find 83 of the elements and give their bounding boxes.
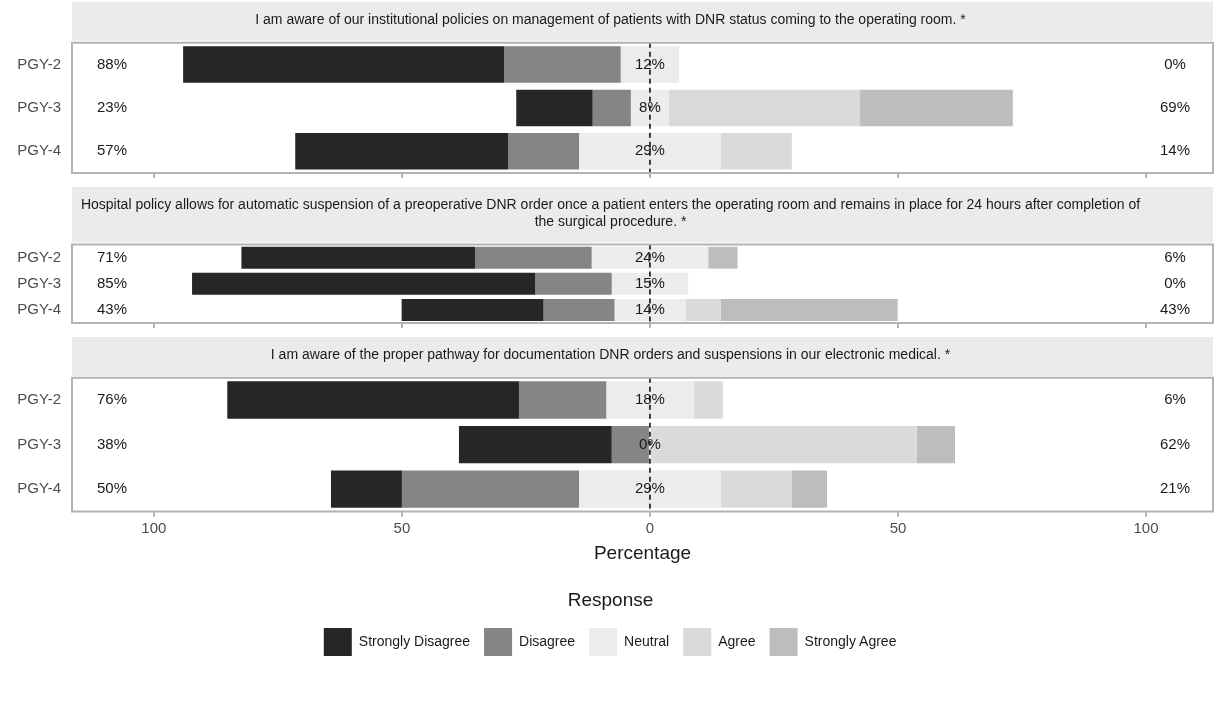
x-tick-label: 100 [1133, 518, 1159, 536]
x-tick-label: 50 [889, 518, 907, 536]
annotation: 69% [1159, 98, 1191, 116]
y-tick-label: PGY-4 [17, 479, 61, 497]
chart-title: Hospital policy allows for automatic suspension of a preoperative DNR order once a patient enters the operating room and remains in place for 24 hours after completion of the surgical procedure. * [80, 196, 1141, 230]
annotation: 21% [1159, 479, 1191, 497]
annotation: 18% [634, 390, 665, 408]
y-tick-label: PGY-2 [17, 54, 61, 72]
bar [708, 246, 738, 269]
chart-title: I am aware of our institutional policies on management of patients with DNR status coming to the operating room. * [255, 11, 967, 28]
bar [916, 425, 956, 464]
annotation: 6% [1164, 247, 1186, 265]
legend-label: Disagree [519, 632, 576, 649]
annotation: 23% [96, 98, 128, 116]
bar [669, 89, 861, 127]
y-tick-label: PGY-3 [17, 98, 61, 116]
y-tick-label: PGY-2 [17, 247, 61, 265]
x-axis-title: Percentage [593, 542, 692, 564]
annotation: 15% [634, 273, 665, 291]
bar [720, 133, 792, 170]
bar [720, 470, 792, 508]
annotation: 0% [1164, 54, 1186, 72]
bar [693, 381, 723, 419]
annotation: 14% [634, 300, 665, 318]
legend-label: Strongly Disagree [358, 632, 471, 649]
bar [860, 89, 1013, 127]
bar [543, 298, 615, 321]
bar [241, 246, 476, 269]
annotation: 71% [96, 247, 128, 265]
annotation: 43% [96, 300, 128, 318]
legend-title: Response [567, 588, 654, 610]
annotation: 88% [96, 54, 128, 72]
bar [592, 89, 631, 127]
y-tick-label: PGY-2 [17, 390, 61, 408]
bar [516, 89, 593, 127]
annotation: 62% [1159, 434, 1191, 452]
bar [295, 133, 509, 170]
annotation: 12% [634, 54, 665, 72]
bar [183, 46, 505, 83]
annotation: 50% [96, 479, 128, 497]
y-tick-label: PGY-3 [17, 434, 61, 452]
annotation: 24% [634, 247, 665, 265]
bar [401, 298, 544, 321]
bar [791, 470, 828, 508]
legend-label: Strongly Agree [804, 632, 897, 649]
bar [227, 381, 519, 419]
annotation: 29% [634, 141, 665, 159]
annotation: 57% [96, 141, 128, 159]
annotation: 14% [1159, 141, 1191, 159]
legend-label: Neutral [624, 632, 670, 649]
annotation: 43% [1159, 300, 1191, 318]
bar [475, 246, 592, 269]
annotation: 76% [96, 390, 128, 408]
bar [606, 381, 694, 419]
bar [518, 381, 607, 419]
annotation: 0% [639, 434, 661, 452]
x-tick-label: 50 [393, 518, 411, 536]
bar [579, 133, 721, 170]
annotation: 6% [1164, 390, 1186, 408]
annotation: 29% [634, 479, 665, 497]
annotation: 0% [1164, 273, 1186, 291]
bar [504, 46, 621, 83]
bar [591, 246, 709, 269]
y-tick-label: PGY-4 [17, 141, 61, 159]
bar [720, 298, 898, 321]
bar [330, 470, 402, 508]
annotation: 85% [96, 273, 128, 291]
x-tick-label: 0 [645, 518, 655, 536]
bar [401, 470, 579, 508]
bar [620, 46, 680, 83]
annotation: 8% [639, 98, 661, 116]
bar [535, 272, 612, 295]
bar [192, 272, 536, 295]
legend-label: Agree [718, 632, 756, 649]
y-tick-label: PGY-3 [17, 273, 61, 291]
x-tick-label: 100 [141, 518, 167, 536]
bar [508, 133, 579, 170]
bar [458, 425, 612, 464]
bar [579, 470, 721, 508]
annotation: 38% [96, 434, 128, 452]
y-tick-label: PGY-4 [17, 300, 61, 318]
bar [685, 298, 721, 321]
chart-title: I am aware of the proper pathway for documentation DNR orders and suspensions in our electronic medical. * [270, 346, 951, 363]
